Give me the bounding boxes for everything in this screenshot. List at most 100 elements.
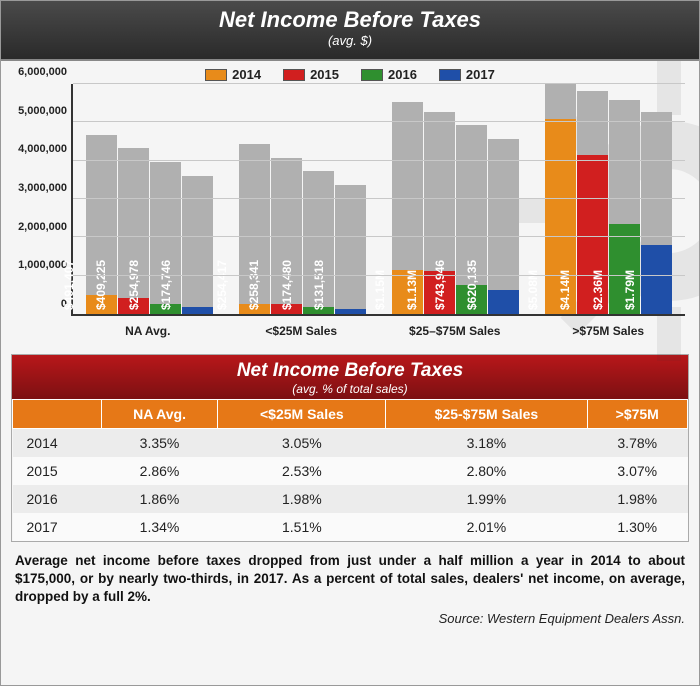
table-cell: 1.30% [587,513,688,541]
value-bar [488,290,519,314]
bar-group: $491,407$409,225$254,978$174,746 [73,84,226,314]
table-header: Net Income Before Taxes (avg. % of total… [12,355,688,399]
legend-item: 2017 [439,67,495,82]
chart-title: Net Income Before Taxes [1,7,699,33]
table-row: 20152.86%2.53%2.80%3.07% [13,457,688,485]
infographic-card: Net Income Before Taxes (avg. $) 2014201… [0,0,700,686]
legend-label: 2015 [310,67,339,82]
value-bar [182,307,213,314]
legend-label: 2017 [466,67,495,82]
bar-value-label: $131,518 [311,260,325,310]
grid-line [73,121,685,122]
bar-value-label: $1.13M [405,270,419,310]
x-axis-labels: NA Avg.<$25M Sales$25–$75M Sales>$75M Sa… [71,320,685,344]
y-tick-label: 2,000,000 [18,221,67,233]
legend-swatch [283,69,305,81]
table-title: Net Income Before Taxes [12,360,688,382]
value-bar [641,245,672,314]
table-subtitle: (avg. % of total sales) [12,382,688,396]
x-tick-label: NA Avg. [71,320,225,344]
data-table: NA Avg.<$25M Sales$25-$75M Sales>$75M 20… [12,399,688,541]
legend-item: 2015 [283,67,339,82]
table-cell: 3.05% [218,429,386,458]
grid-line [73,275,685,276]
table-cell: 3.35% [101,429,218,458]
table-row: 20143.35%3.05%3.18%3.78% [13,429,688,458]
x-tick-label: <$25M Sales [225,320,379,344]
table-cell: 2014 [13,429,102,458]
table-cell: 1.34% [101,513,218,541]
table-column-header [13,400,102,429]
table-column-header: >$75M [587,400,688,429]
table-cell: 1.98% [587,485,688,513]
bar-value-label: $5.08M [526,270,540,310]
legend-swatch [205,69,227,81]
bar-group: $1.15M$1.13M$743,946$620,135 [379,84,532,314]
table-cell: 1.99% [386,485,587,513]
bar-value-label: $254,417 [215,260,229,310]
bar-value-label: $409,225 [94,260,108,310]
table-column-header: $25-$75M Sales [386,400,587,429]
grid-line [73,160,685,161]
y-tick-label: 5,000,000 [18,105,67,117]
table-cell: 2017 [13,513,102,541]
table-cell: 3.78% [587,429,688,458]
bar-value-label: $174,480 [279,260,293,310]
table-column-header: <$25M Sales [218,400,386,429]
value-bar [335,309,366,314]
bar-group: $254,417$258,341$174,480$131,518 [226,84,379,314]
plot-area: $491,407$409,225$254,978$174,746$254,417… [71,84,685,316]
table-cell: 3.07% [587,457,688,485]
table-cell: 2.80% [386,457,587,485]
caption-text: Average net income before taxes dropped … [15,552,685,607]
table-column-header: NA Avg. [101,400,218,429]
bar-value-label: $1.79M [623,270,637,310]
background-bar: $174,746 [182,176,213,314]
legend-item: 2014 [205,67,261,82]
table-cell: 2015 [13,457,102,485]
bar-value-label: $4.14M [558,270,572,310]
y-tick-label: 1,000,000 [18,259,67,271]
background-bar: $620,135 [488,139,519,314]
background-bar: $131,518 [335,185,366,314]
table-cell: 2016 [13,485,102,513]
x-tick-label: $25–$75M Sales [378,320,532,344]
y-tick-label: 6,000,000 [18,66,67,78]
chart-header: Net Income Before Taxes (avg. $) [1,1,699,61]
table-cell: 2.86% [101,457,218,485]
table-cell: 1.51% [218,513,386,541]
bar-chart: 01,000,0002,000,0003,000,0004,000,0005,0… [11,84,689,344]
grid-line [73,198,685,199]
source-text: Source: Western Equipment Dealers Assn. [1,611,685,626]
table-cell: 1.98% [218,485,386,513]
bar-value-label: $174,746 [158,260,172,310]
chart-subtitle: (avg. $) [1,33,699,48]
bar-group: $5.08M$4.14M$2.36M$1.79M [532,84,685,314]
chart-legend: 2014 2015 2016 2017 [1,67,699,82]
legend-label: 2016 [388,67,417,82]
bar-value-label: $1.15M [373,270,387,310]
y-tick-label: 4,000,000 [18,143,67,155]
table-cell: 1.86% [101,485,218,513]
legend-label: 2014 [232,67,261,82]
background-bar: $1.79M [641,112,672,314]
table-cell: 3.18% [386,429,587,458]
table-row: 20171.34%1.51%2.01%1.30% [13,513,688,541]
bar-value-label: $620,135 [464,260,478,310]
data-table-wrap: Net Income Before Taxes (avg. % of total… [11,354,689,542]
y-tick-label: 3,000,000 [18,182,67,194]
bar-value-label: $258,341 [247,260,261,310]
bar-value-label: $491,407 [62,260,76,310]
grid-line [73,83,685,84]
bar-value-label: $254,978 [126,260,140,310]
legend-item: 2016 [361,67,417,82]
legend-swatch [439,69,461,81]
bar-value-label: $743,946 [432,260,446,310]
table-cell: 2.01% [386,513,587,541]
table-cell: 2.53% [218,457,386,485]
bar-value-label: $2.36M [590,270,604,310]
table-row: 20161.86%1.98%1.99%1.98% [13,485,688,513]
grid-line [73,236,685,237]
x-tick-label: >$75M Sales [532,320,686,344]
legend-swatch [361,69,383,81]
